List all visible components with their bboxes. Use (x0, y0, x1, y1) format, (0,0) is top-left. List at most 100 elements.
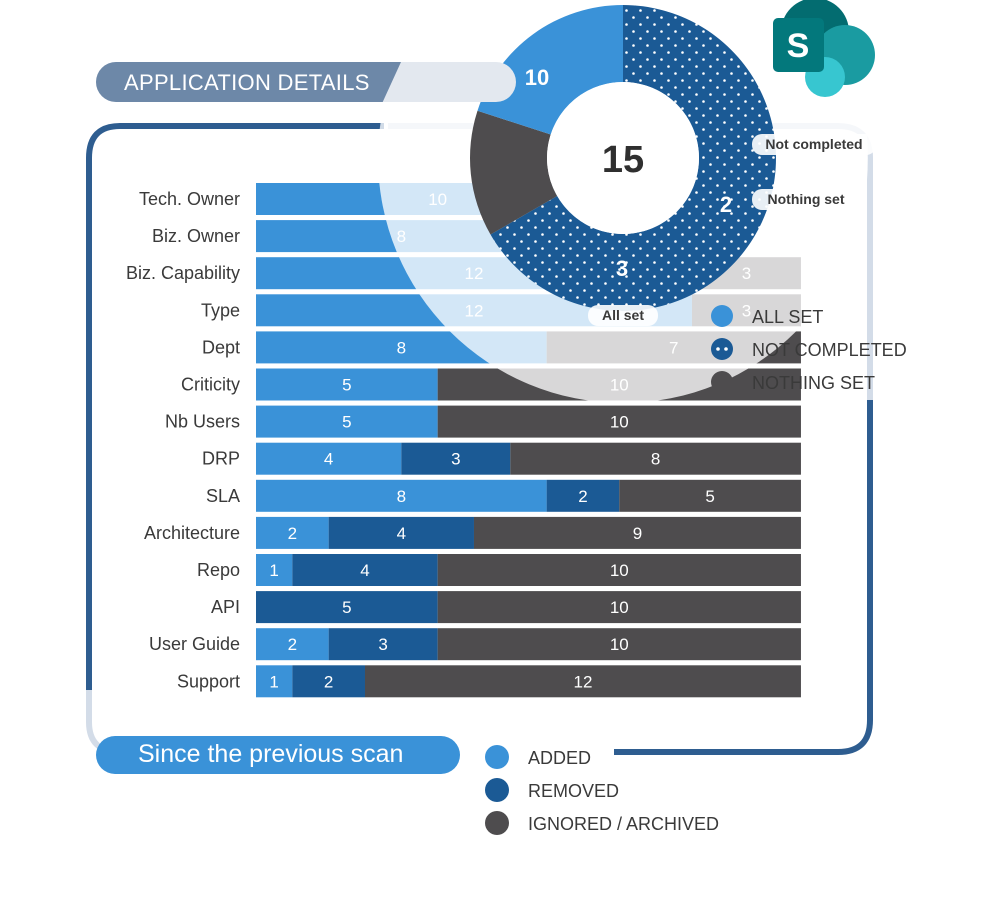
header-pill-dark (96, 62, 401, 102)
bar-value-label: 10 (610, 598, 629, 617)
bar-segment (328, 516, 474, 549)
donut-callout-pill (752, 189, 860, 210)
bar-segment (256, 591, 438, 624)
bar-value-label: 2 (578, 487, 587, 506)
donut-slice (470, 110, 558, 235)
legend-swatch-removed (485, 778, 509, 802)
bar-legend: ADDED REMOVED IGNORED / ARCHIVED (485, 745, 719, 835)
bar-value-label: 1 (269, 672, 278, 691)
donut-callout-label: All set (602, 307, 644, 323)
legend-label-removed: REMOVED (528, 781, 619, 801)
bar-value-label: 4 (324, 450, 333, 469)
bar-segment (292, 554, 438, 586)
category-label: Support (177, 671, 240, 691)
bar-value-label: 12 (574, 672, 593, 691)
category-label: Tech. Owner (139, 189, 240, 209)
bar-value-label: 8 (651, 450, 660, 469)
bar-value-label: 10 (610, 635, 629, 654)
bar-value-label: 1 (269, 561, 278, 580)
bar-segment (473, 516, 801, 549)
bar-segment (437, 554, 801, 586)
bar-value-label: 5 (705, 487, 714, 506)
legend-swatch-dot (724, 347, 728, 351)
bar-value-label: 3 (378, 635, 387, 654)
bar-segment (437, 405, 801, 438)
bar-value-label: 2 (288, 524, 297, 543)
bar-value-label: 10 (610, 413, 629, 432)
bar-segment (256, 554, 293, 586)
logo-letter: S (787, 27, 810, 65)
bar-segment (256, 628, 329, 661)
category-label: API (211, 597, 240, 617)
donut-slice (490, 5, 776, 311)
bar-value-label: 10 (610, 561, 629, 580)
bar-segment (256, 442, 402, 475)
donut-callout-pill (588, 305, 658, 326)
category-label: SLA (206, 486, 240, 506)
bar-segment (619, 479, 801, 512)
logo-tile (773, 18, 824, 72)
donut-value-label: 2 (720, 192, 732, 217)
bar-segment (437, 591, 801, 624)
bar-value-label: 3 (451, 450, 460, 469)
bar-value-label: 8 (397, 487, 406, 506)
category-label: Biz. Owner (152, 226, 240, 246)
donut-callout-label: Nothing set (768, 191, 845, 207)
legend-swatch-not-completed (711, 338, 733, 360)
page-title: APPLICATION DETAILS (124, 70, 370, 95)
bar-segment (328, 628, 438, 661)
bar-segment (256, 516, 329, 549)
bar-segment (256, 665, 293, 698)
category-label: User Guide (149, 634, 240, 654)
legend-label-all-set: ALL SET (752, 307, 823, 327)
category-label: Criticity (181, 375, 240, 395)
sharepoint-logo: S (773, 0, 875, 97)
legend-swatch-added (485, 745, 509, 769)
bar-segment (510, 442, 801, 475)
category-label: Dept (202, 337, 240, 357)
bar-value-label: 5 (342, 598, 351, 617)
category-label: DRP (202, 449, 240, 469)
donut-value-label: 3 (616, 256, 628, 281)
bar-value-label: 5 (342, 376, 351, 395)
bar-segment (437, 628, 801, 661)
legend-label-not-completed: NOT COMPLETED (752, 340, 907, 360)
donut-legend: ALL SET NOT COMPLETED NOTHING SET (711, 305, 907, 393)
bar-segment (256, 479, 547, 512)
legend-swatch-dot (716, 347, 720, 351)
category-label: Architecture (144, 523, 240, 543)
category-label: Type (201, 300, 240, 320)
bar-segment (364, 665, 801, 698)
donut-chart (470, 5, 776, 311)
frame-dark-border (86, 123, 873, 755)
category-labels: Tech. Owner Biz. Owner Biz. Capability Type… (126, 189, 240, 691)
footer-pill (96, 736, 460, 774)
legend-swatch-all-set (711, 305, 733, 327)
category-label: Nb Users (165, 412, 240, 432)
bar-value-label: 2 (288, 635, 297, 654)
bar-segment (292, 665, 365, 698)
donut-hole (547, 82, 699, 234)
bar-segment (256, 405, 438, 438)
donut-callout-label: Not completed (765, 136, 862, 152)
bar-value-label: 4 (397, 524, 406, 543)
footer-title: Since the previous scan (138, 740, 404, 768)
bar-segment (401, 442, 511, 475)
bar-value-label: 4 (360, 561, 369, 580)
donut-center-label: 15 (602, 139, 644, 181)
category-label: Biz. Capability (126, 263, 240, 283)
bar-segment (546, 479, 620, 512)
donut-slice (477, 5, 623, 135)
bar-value-label: 8 (397, 338, 406, 357)
legend-label-ignored: IGNORED / ARCHIVED (528, 814, 719, 834)
category-label: Repo (197, 560, 240, 580)
bar-value-label: 2 (324, 672, 333, 691)
bar-value-label: 9 (633, 524, 642, 543)
legend-swatch-ignored (485, 811, 509, 835)
legend-label-nothing-set: NOTHING SET (752, 373, 875, 393)
donut-callout-pill (752, 134, 876, 155)
header-pill (96, 62, 516, 102)
donut-labels: 15 10 2 3 Not completed Nothing set All set (525, 65, 876, 326)
donut-value-label: 10 (525, 65, 549, 90)
